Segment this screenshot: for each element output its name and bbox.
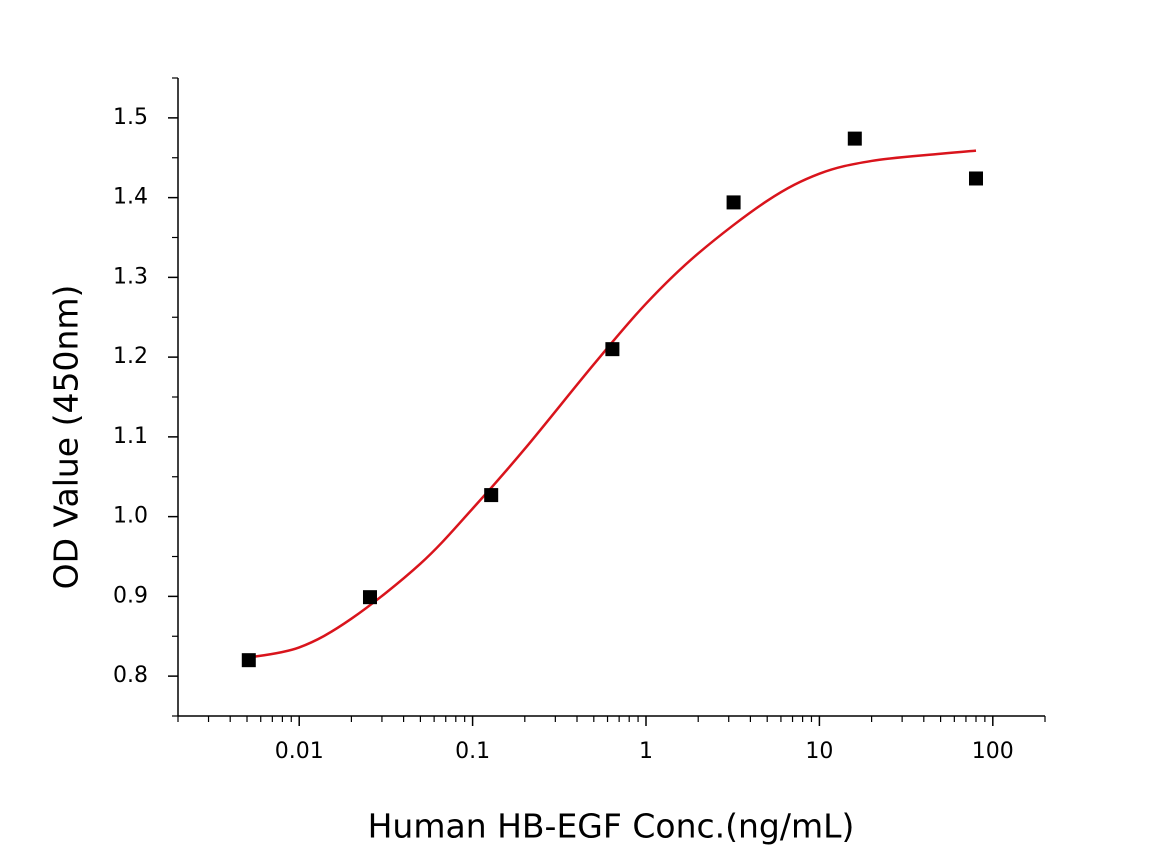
x-tick-label: 0.1 [455,739,490,764]
y-tick-label: 1.3 [113,264,148,289]
y-tick-label: 1.5 [113,105,148,130]
data-point [726,195,741,210]
x-tick-label: 100 [972,739,1014,764]
data-point [484,488,499,503]
data-point [968,171,983,186]
y-tick-label: 0.9 [113,583,148,608]
data-point [605,342,620,357]
y-axis-title: OD Value (450nm) [47,285,86,590]
x-tick-label: 1 [639,739,653,764]
x-tick-label: 0.01 [275,739,324,764]
x-tick-label: 10 [805,739,833,764]
x-axis-title: Human HB-EGF Conc.(ng/mL) [368,807,855,846]
y-tick-label: 1.2 [113,344,148,369]
y-tick-label: 1.4 [113,185,148,210]
data-point [241,653,256,668]
y-tick-label: 1.0 [113,504,148,529]
y-tick-label: 0.8 [113,663,148,688]
data-point [362,590,377,605]
y-tick-label: 1.1 [113,424,148,449]
data-point [847,131,862,146]
fit-curve [246,149,977,660]
